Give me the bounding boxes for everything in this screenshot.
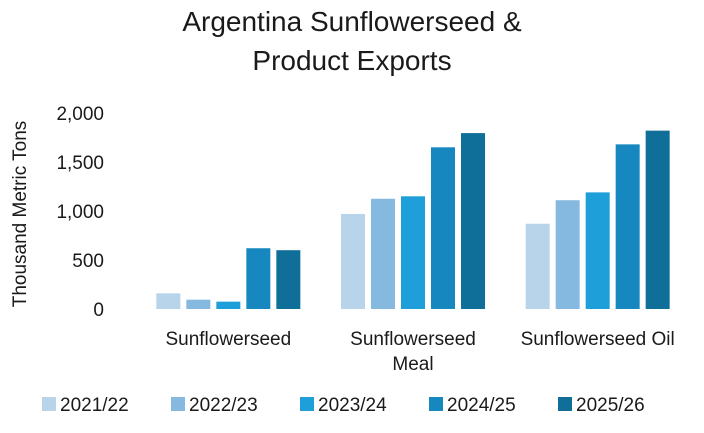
bar [276, 250, 301, 309]
legend-label: 2025/26 [576, 395, 645, 416]
y-tick-label: 1,500 [56, 153, 104, 174]
bar [156, 293, 181, 309]
chart-title: Argentina Sunflowerseed & Product Export… [182, 6, 522, 76]
bar [246, 248, 271, 309]
chart-title-line-1: Argentina Sunflowerseed & [182, 6, 522, 37]
y-tick-label: 2,000 [56, 104, 104, 125]
bar [461, 133, 485, 309]
bar [645, 130, 670, 309]
bar [401, 196, 425, 309]
bar [371, 198, 395, 309]
legend-swatch [42, 397, 56, 411]
legend-swatch [429, 397, 443, 411]
legend-swatch [558, 397, 572, 411]
x-axis-labels: Sunflowerseed Sunflowerseed Meal Sunflowers… [165, 329, 674, 375]
bar [525, 223, 550, 309]
legend-label: 2024/25 [447, 395, 516, 416]
bar [555, 200, 580, 309]
x-tick-label: Sunflowerseed [350, 329, 476, 350]
legend-swatch [171, 397, 185, 411]
x-tick-label: Meal [392, 354, 433, 375]
y-tick-label: 0 [93, 300, 104, 321]
legend-swatch [300, 397, 314, 411]
bars [156, 130, 670, 309]
bar [216, 301, 241, 309]
bar [431, 147, 455, 309]
y-tick-label: 1,000 [56, 202, 104, 223]
legend: 2021/22 2022/23 2023/24 2024/25 2025/26 [42, 395, 645, 416]
bar [585, 192, 610, 309]
legend-label: 2023/24 [318, 395, 387, 416]
legend-label: 2022/23 [189, 395, 258, 416]
y-axis-ticks: 0 500 1,000 1,500 2,000 [56, 104, 104, 321]
y-tick-label: 500 [72, 251, 104, 272]
bar [186, 299, 211, 309]
y-axis-label: Thousand Metric Tons [10, 121, 31, 308]
legend-label: 2021/22 [60, 395, 129, 416]
bar [341, 213, 365, 309]
x-tick-label: Sunflowerseed [165, 329, 291, 350]
bar [615, 144, 640, 309]
chart-title-line-2: Product Exports [252, 45, 451, 76]
x-tick-label: Sunflowerseed Oil [521, 329, 675, 350]
